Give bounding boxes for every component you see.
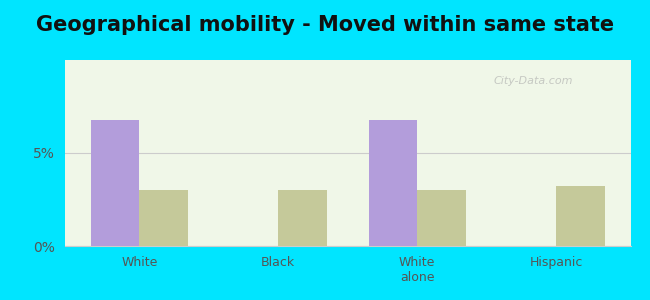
Bar	[556, 187, 604, 246]
Text: City-Data.com: City-Data.com	[493, 76, 573, 86]
Bar	[278, 190, 327, 246]
Text: Geographical mobility - Moved within same state: Geographical mobility - Moved within sam…	[36, 15, 614, 35]
Bar	[139, 190, 188, 246]
Bar	[417, 190, 466, 246]
Bar	[369, 119, 417, 246]
Bar	[91, 119, 139, 246]
